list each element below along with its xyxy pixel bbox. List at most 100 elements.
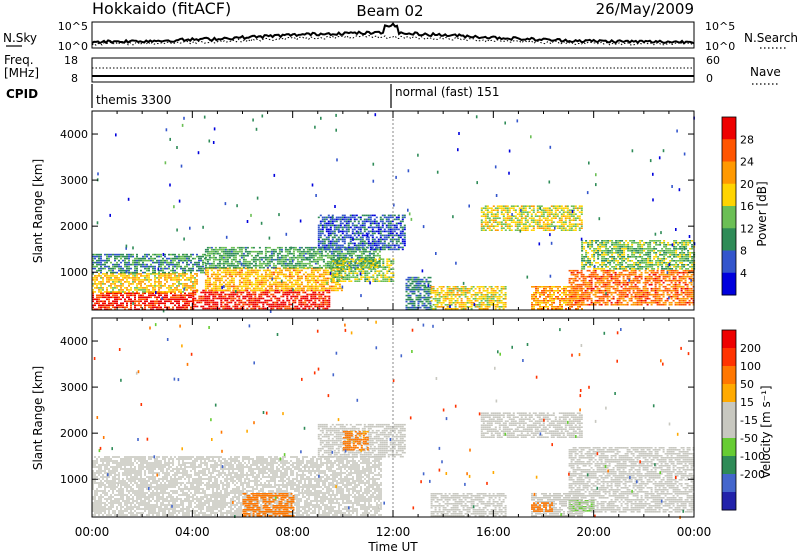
echo-cell [254, 269, 257, 272]
echo-cell [308, 256, 311, 259]
echo-cell [268, 254, 271, 257]
echo-cell [210, 275, 213, 278]
echo-cell [116, 292, 118, 295]
echo-cell [148, 277, 150, 279]
echo-cell [106, 259, 108, 262]
echo-cell [320, 256, 323, 259]
echo-cell [466, 290, 469, 292]
echo-cell [504, 229, 507, 231]
echo-cell [351, 230, 354, 233]
echo-cell [343, 214, 346, 217]
echo-cell [496, 300, 499, 302]
echo-cell [112, 287, 114, 289]
echo-cell [496, 306, 499, 308]
echo-cell [244, 303, 247, 306]
echo-cell [564, 215, 567, 217]
echo-cell [546, 225, 549, 227]
echo-cell [557, 298, 559, 300]
echo-cell [341, 232, 344, 235]
echo-cell [248, 273, 251, 276]
echo-cell [520, 213, 523, 215]
echo-cell [539, 308, 541, 310]
echo-cell [150, 285, 152, 287]
echo-cell [100, 257, 102, 260]
echo-cell [326, 252, 329, 255]
echo-cell [246, 275, 249, 278]
echo-cell [226, 299, 229, 302]
echo-cell [312, 256, 315, 259]
echo-cell [374, 262, 377, 264]
echo-cell [160, 275, 162, 277]
noise-tick-high-right: 10^5 [705, 20, 735, 33]
echo-cell [484, 296, 487, 298]
echo-cell [172, 289, 174, 291]
echo-cell [246, 287, 249, 290]
echo-cell [347, 244, 350, 247]
echo-cell [324, 266, 327, 269]
echo-cell [318, 273, 321, 276]
echo-cell [150, 302, 152, 305]
echo-cell [561, 300, 563, 302]
echo-cell [438, 294, 441, 296]
echo-cell [264, 293, 267, 296]
echo-cell [104, 308, 106, 311]
echo-cell [158, 259, 160, 262]
echo-cell [132, 277, 134, 279]
echo-cell [358, 270, 361, 272]
echo-cell [234, 260, 237, 263]
echo-cell [176, 275, 178, 277]
echo-cell [108, 275, 110, 277]
echo-cell [276, 283, 279, 286]
echo-cell [484, 294, 487, 296]
echo-cell [212, 266, 215, 269]
echo-cell [278, 277, 281, 280]
echo-cell [152, 306, 154, 309]
echo-cell [482, 296, 485, 298]
echo-cell [292, 248, 295, 251]
echo-cell [498, 306, 501, 308]
echo-cell [318, 252, 321, 255]
echo-cell [116, 287, 118, 289]
echo-cell [254, 254, 257, 257]
echo-cell [170, 269, 172, 272]
echo-cell [186, 289, 188, 291]
echo-cell [276, 260, 279, 263]
echo-cell [364, 266, 367, 269]
echo-cell [330, 254, 333, 257]
echo-cell [335, 248, 338, 251]
echo-cell [298, 303, 301, 306]
echo-cell [391, 224, 394, 227]
echo-cell [401, 234, 404, 237]
echo-cell [327, 220, 330, 223]
echo-cell [258, 293, 261, 296]
echo-cell [374, 270, 377, 272]
echo-cell [274, 269, 277, 272]
echo-cell [430, 288, 433, 290]
echo-cell [116, 277, 118, 279]
echo-cell [388, 278, 391, 280]
echo-cell [112, 294, 114, 297]
echo-cell [274, 277, 277, 280]
echo-cell [397, 248, 400, 251]
echo-cell [345, 248, 348, 251]
echo-cell [504, 205, 507, 207]
echo-cell [558, 219, 561, 221]
echo-cell [417, 278, 420, 281]
echo-cell [432, 288, 435, 290]
echo-cell [214, 283, 217, 286]
echo-cell [539, 292, 541, 294]
echo-cell [448, 290, 451, 292]
echo-cell [452, 288, 455, 290]
echo-cell [358, 260, 361, 262]
echo-cell [156, 277, 158, 279]
echo-cell [260, 285, 263, 288]
echo-cell [381, 220, 384, 223]
echo-cell [560, 227, 563, 229]
echo-cell [385, 230, 388, 233]
noise-tick-high: 10^5 [58, 20, 88, 33]
echo-cell [429, 300, 432, 303]
echo-cell [355, 236, 358, 239]
echo-cell [543, 300, 545, 302]
echo-cell [330, 281, 333, 284]
echo-cell [98, 302, 100, 305]
